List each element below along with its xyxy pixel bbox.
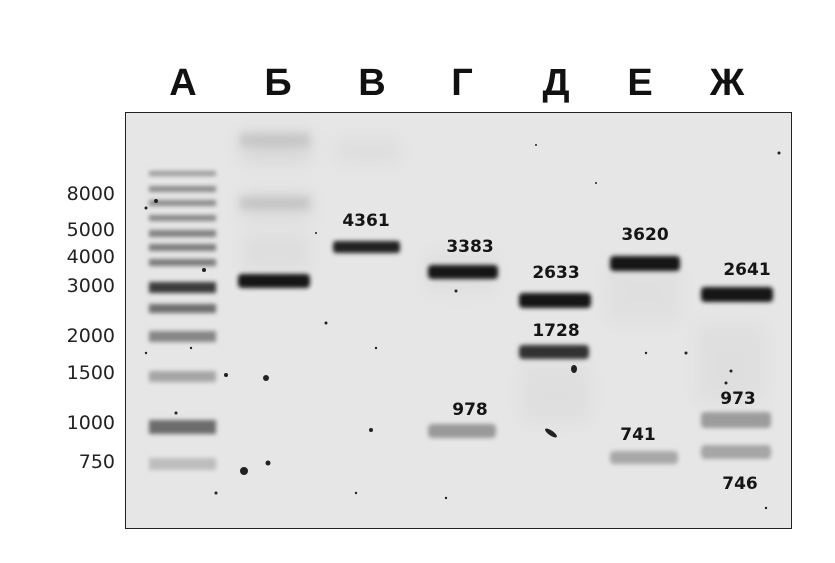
ladder-band (149, 230, 216, 237)
band-lane-zh-746 (701, 445, 771, 459)
lane-label-v: В (358, 62, 386, 104)
lane-label-d: Д (542, 62, 570, 104)
ladder-lane (149, 171, 216, 470)
band-label-2641: 2641 (723, 260, 771, 280)
band-label-1728: 1728 (532, 321, 580, 341)
ladder-label-5000: 5000 (66, 219, 115, 241)
ladder-band (149, 186, 216, 192)
lane-label-e: Е (627, 62, 653, 104)
lane-label-b: Б (264, 62, 292, 104)
ladder-band (149, 304, 216, 313)
ladder-band (149, 215, 216, 221)
sample-bands (238, 133, 773, 464)
band-label-3383: 3383 (446, 237, 494, 257)
background-smears (241, 133, 766, 423)
ladder-band (149, 282, 216, 293)
ladder-label-4000: 4000 (66, 246, 115, 268)
band-lane-b (238, 274, 310, 288)
band-lane-d-2633 (519, 293, 591, 308)
band-label-746: 746 (722, 474, 758, 494)
ladder-band (149, 371, 216, 382)
band-label-4361: 4361 (342, 211, 390, 231)
band-label-3620: 3620 (621, 225, 669, 245)
ladder-label-1000: 1000 (66, 412, 115, 434)
band-lane-e-3620 (610, 256, 680, 271)
ladder-band (149, 331, 216, 342)
ladder-band (149, 200, 216, 206)
band-lane-g-978 (428, 424, 496, 438)
band-label-973: 973 (720, 389, 756, 409)
band-label-978: 978 (452, 400, 488, 420)
band-label-741: 741 (620, 425, 656, 445)
ladder-label-3000: 3000 (66, 275, 115, 297)
ladder-band (149, 244, 216, 251)
ladder-band (149, 458, 216, 470)
lane-label-zh: Ж (709, 62, 745, 104)
ladder-band (149, 171, 216, 176)
ladder-label-8000: 8000 (66, 183, 115, 205)
ladder-label-1500: 1500 (66, 362, 115, 384)
band-lane-g-3383 (428, 265, 498, 279)
band-lane-zh-2641 (701, 287, 773, 302)
band-label-2633: 2633 (532, 263, 580, 283)
lane-label-a: А (169, 62, 197, 104)
band-lane-v-4361 (333, 241, 400, 253)
ladder-band (149, 420, 216, 434)
band-lane-e-741 (610, 451, 678, 464)
ladder-label-750: 750 (78, 451, 115, 473)
gel-image: 4361 3383 978 2633 1728 3620 741 2641 97… (125, 112, 792, 529)
gel-graphic (144, 133, 781, 510)
gel-debris (144, 144, 781, 510)
ladder-band (149, 259, 216, 266)
band-lane-zh-973 (701, 412, 771, 428)
ladder-label-2000: 2000 (66, 325, 115, 347)
lane-label-g: Г (451, 62, 473, 104)
band-lane-d-1728 (519, 345, 589, 359)
